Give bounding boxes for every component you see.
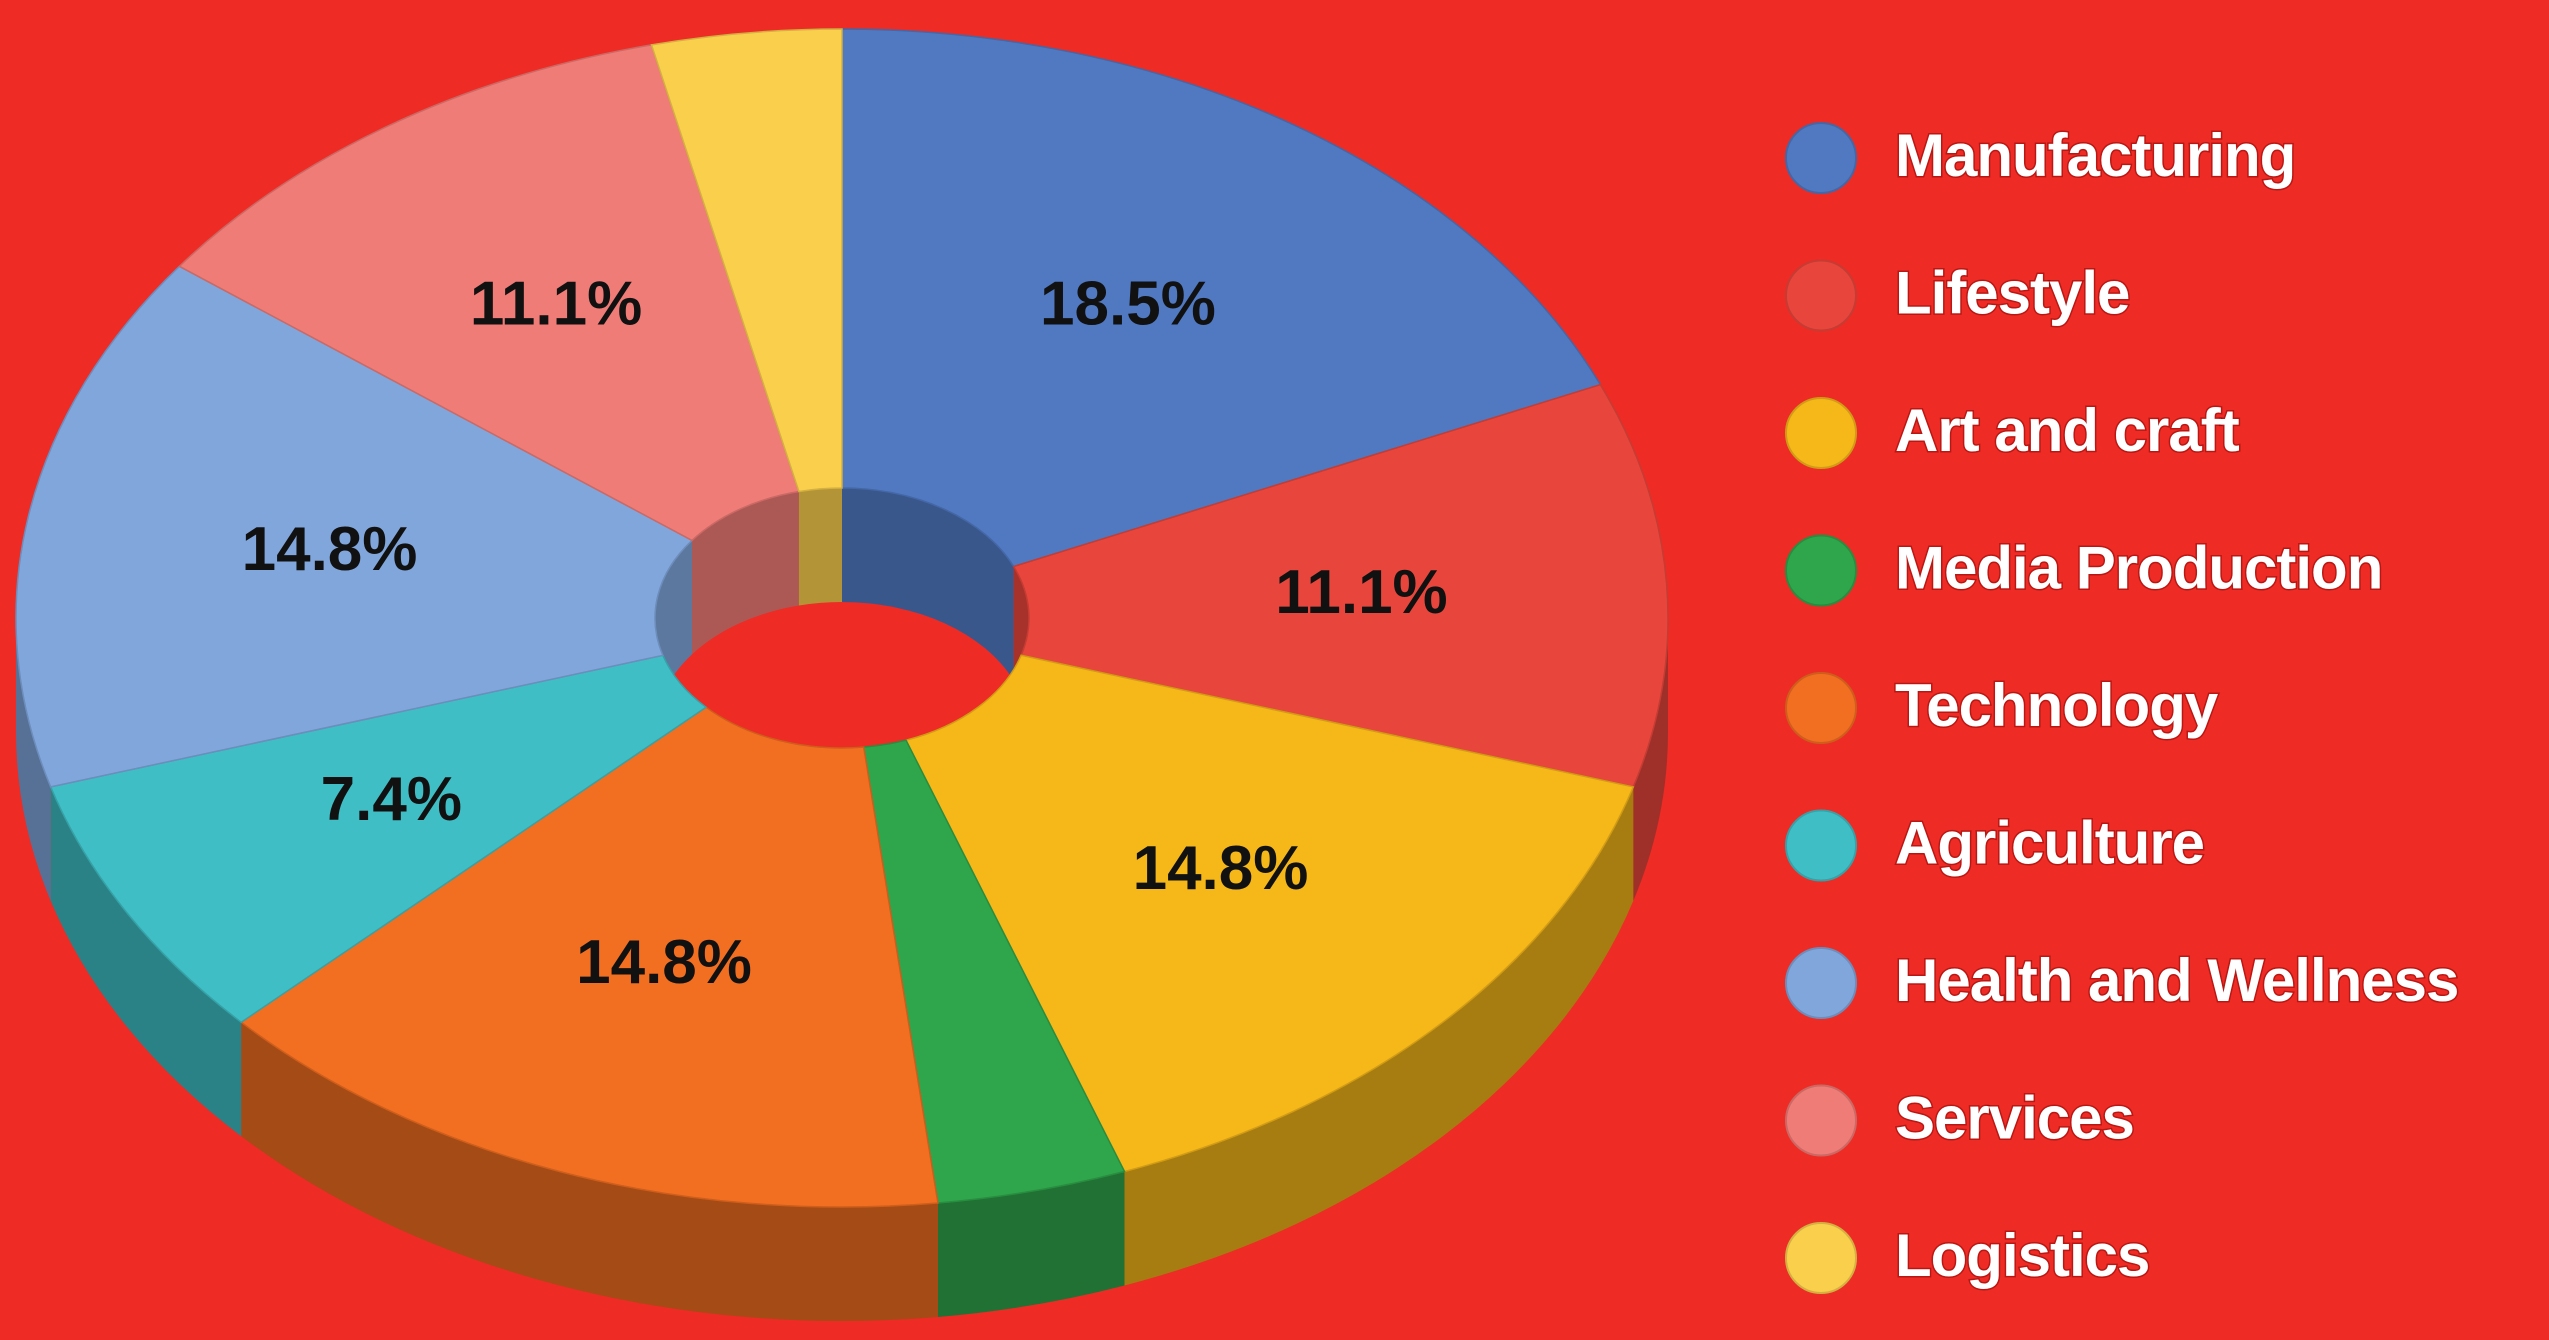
slice xyxy=(904,654,1635,1173)
legend-swatch xyxy=(1785,397,1857,469)
data-label: 11.1% xyxy=(470,269,642,338)
legend-label: Lifestyle xyxy=(1895,259,2129,326)
legend-swatch xyxy=(1785,1084,1857,1157)
data-label: 14.8% xyxy=(576,928,752,997)
slice-side xyxy=(241,1022,938,1321)
slice-side xyxy=(16,618,51,901)
hole-wall xyxy=(798,488,842,606)
legend: Manufacturing Lifestyle Art and craft Media… xyxy=(1785,120,2461,1294)
slice xyxy=(15,265,694,788)
legend-swatch xyxy=(1785,534,1857,607)
side-walls xyxy=(16,618,1668,1321)
data-label: 18.5% xyxy=(1040,269,1216,338)
legend-swatch xyxy=(1785,672,1857,744)
slice xyxy=(49,654,708,1024)
legend-swatch xyxy=(1785,1222,1857,1294)
slice-side xyxy=(50,786,242,1137)
slice xyxy=(841,28,1602,568)
slice-side xyxy=(1124,786,1634,1286)
slice xyxy=(178,44,800,542)
hole-wall xyxy=(842,488,1014,681)
slice-side xyxy=(937,1171,1125,1317)
slice-side xyxy=(1633,618,1668,901)
legend-label: Art and craft xyxy=(1895,397,2240,464)
legend-label: Technology xyxy=(1895,672,2219,739)
legend-swatch xyxy=(1785,947,1857,1019)
legend-label: Media Production xyxy=(1895,534,2382,601)
hole-wall xyxy=(692,491,799,655)
slice xyxy=(862,739,1126,1204)
legend-label: Health and Wellness xyxy=(1895,947,2458,1014)
data-label: 7.4% xyxy=(321,765,462,834)
legend-swatch xyxy=(1785,122,1857,194)
slice xyxy=(239,706,939,1208)
legend-label: Logistics xyxy=(1895,1222,2149,1289)
data-label: 11.1% xyxy=(1275,558,1447,627)
data-labels: 18.5% 11.1% 14.8% 14.8% 7.4% 14.8% 11.1% xyxy=(242,269,1448,997)
legend-swatch xyxy=(1785,809,1857,882)
legend-label: Manufacturing xyxy=(1895,122,2295,189)
data-label: 14.8% xyxy=(1133,834,1309,903)
data-label: 14.8% xyxy=(242,515,418,584)
legend-label: Agriculture xyxy=(1895,809,2204,876)
legend-label: Services xyxy=(1895,1084,2134,1151)
slice xyxy=(650,28,843,493)
legend-swatch xyxy=(1785,259,1857,332)
slice xyxy=(1012,383,1669,788)
slices xyxy=(15,28,1669,1208)
